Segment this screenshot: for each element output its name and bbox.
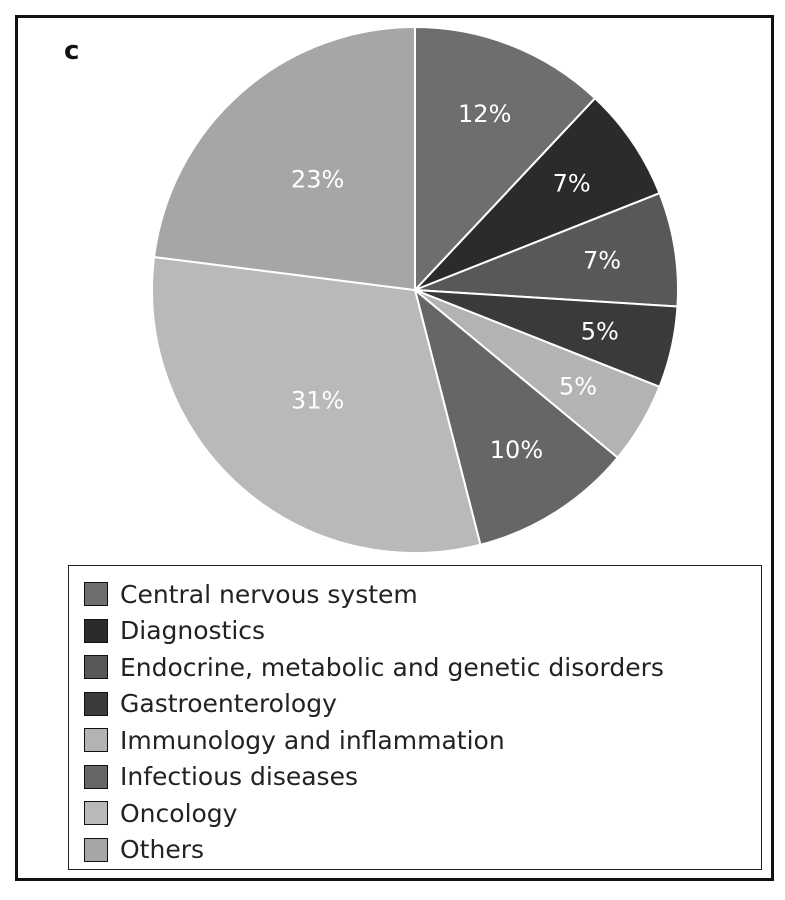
pie-slice [414, 96, 661, 291]
legend-item: Diagnostics [84, 613, 761, 650]
legend-label: Diagnostics [120, 616, 266, 646]
slice-percent-label: 12% [458, 100, 511, 128]
legend-swatch [84, 618, 108, 643]
legend-swatch [84, 837, 108, 862]
slice-percent-label: 5% [559, 372, 597, 400]
legend: Central nervous system Diagnostics Endocri… [68, 565, 762, 870]
legend-item: Central nervous system [84, 576, 761, 613]
legend-swatch [84, 655, 108, 680]
pie-slice [414, 25, 597, 293]
legend-swatch [84, 691, 108, 716]
legend-label: Gastroenterology [120, 689, 337, 719]
legend-label: Central nervous system [120, 579, 418, 609]
slice-percent-label: 31% [291, 386, 344, 414]
pie-slice [151, 255, 482, 554]
legend-label: Others [120, 835, 205, 865]
legend-item: Infectious diseases [84, 759, 761, 796]
legend-list: Central nervous system Diagnostics Endocri… [69, 566, 761, 868]
legend-swatch [84, 582, 108, 607]
pie-slice [413, 287, 620, 546]
slice-percent-label: 7% [553, 170, 591, 198]
legend-label: Oncology [120, 798, 238, 828]
legend-item: Oncology [84, 795, 761, 832]
legend-item: Others [84, 832, 761, 869]
legend-swatch [84, 764, 108, 789]
legend-label: Immunology and inflammation [120, 725, 505, 755]
slice-percent-label: 23% [291, 166, 344, 194]
pie-slices [151, 25, 679, 554]
legend-item: Gastroenterology [84, 686, 761, 723]
legend-swatch [84, 728, 108, 753]
slice-percent-label: 5% [581, 317, 619, 345]
pie-slice [152, 25, 416, 292]
pie-slice [414, 191, 679, 308]
panel-label: c [64, 36, 80, 66]
legend-item: Immunology and inflammation [84, 722, 761, 759]
legend-label: Infectious diseases [120, 762, 358, 792]
legend-label: Endocrine, metabolic and genetic disorde… [120, 652, 664, 682]
slice-percent-label: 7% [583, 246, 621, 274]
legend-item: Endocrine, metabolic and genetic disorde… [84, 649, 761, 686]
slice-percent-label: 10% [490, 436, 543, 464]
pie-labels: 12% 7% 7% 5% 5% 10% 31% 23% [291, 100, 621, 464]
legend-swatch [84, 801, 108, 826]
